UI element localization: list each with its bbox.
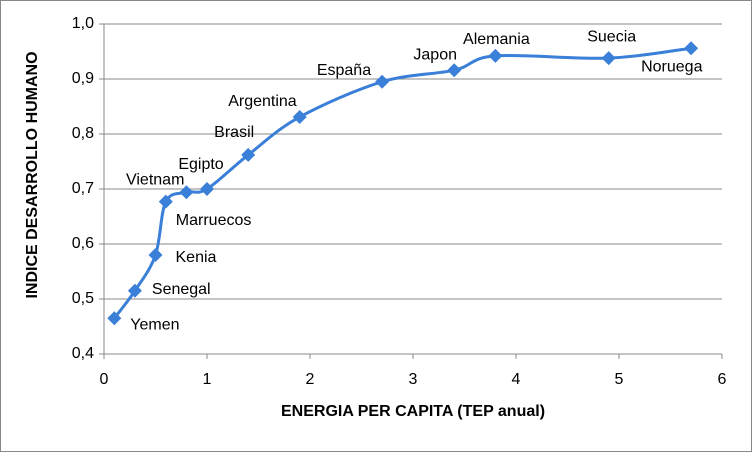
point-label: Argentina <box>228 93 297 110</box>
point-label: Yemen <box>130 316 179 333</box>
marker <box>684 41 699 56</box>
y-tick-label: 0,7 <box>72 180 94 197</box>
x-tick-label: 2 <box>306 371 315 388</box>
point-label: España <box>317 62 371 79</box>
x-tick-label: 0 <box>100 371 109 388</box>
point-label: Brasil <box>214 124 254 141</box>
x-tick-label: 3 <box>409 371 418 388</box>
y-tick-label: 0,9 <box>72 70 94 87</box>
marker <box>148 248 163 262</box>
point-label: Kenia <box>176 249 217 266</box>
marker <box>292 109 307 124</box>
x-tick-label: 5 <box>615 371 624 388</box>
point-label: Suecia <box>587 28 636 45</box>
y-tick-label: 1,0 <box>72 15 94 32</box>
point-label: Noruega <box>641 58 702 75</box>
marker <box>158 194 173 209</box>
x-tick-label: 6 <box>718 371 727 388</box>
marker <box>488 48 503 63</box>
x-tick-label: 1 <box>203 371 212 388</box>
y-tick-label: 0,8 <box>72 125 94 142</box>
point-label: Alemania <box>463 31 530 48</box>
x-axis-title: ENERGIA PER CAPITA (TEP anual) <box>281 403 545 420</box>
y-tick-label: 0,6 <box>72 235 94 252</box>
marker <box>107 311 122 326</box>
marker <box>375 74 390 89</box>
point-label: Senegal <box>152 281 211 298</box>
marker <box>447 63 462 78</box>
point-label: Vietnam <box>126 172 184 189</box>
y-tick-label: 0,4 <box>72 345 94 362</box>
marker <box>200 182 214 196</box>
x-tick-label: 4 <box>512 371 521 388</box>
point-label: Marruecos <box>176 212 252 229</box>
marker <box>601 51 616 66</box>
point-label: Japon <box>413 46 457 63</box>
point-label: Egipto <box>178 156 223 173</box>
y-tick-label: 0,5 <box>72 290 94 307</box>
y-axis-title: INDICE DESARROLLO HUMANO <box>24 51 41 298</box>
marker <box>179 185 194 200</box>
marker <box>127 283 142 298</box>
marker <box>241 147 256 162</box>
